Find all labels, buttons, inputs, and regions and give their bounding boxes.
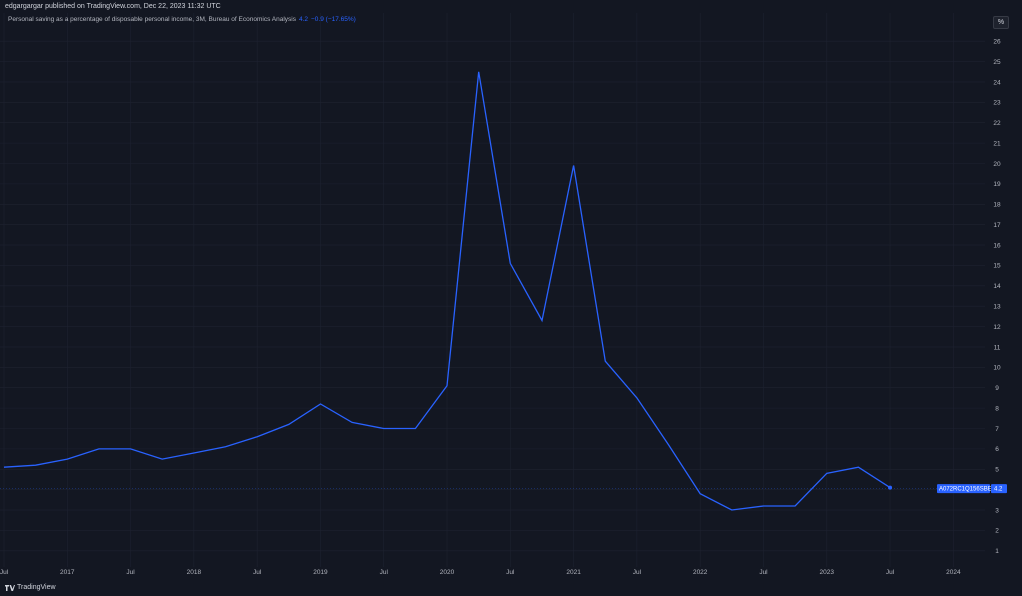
x-tick-label: Jul xyxy=(253,569,262,576)
legend-change: −0.9 (−17.65%) xyxy=(311,16,356,23)
grid xyxy=(0,13,985,567)
x-tick-label: Jul xyxy=(633,569,642,576)
y-tick-label: 12 xyxy=(993,324,1001,331)
y-tick-label: 17 xyxy=(993,222,1001,229)
x-tick-label: 2023 xyxy=(820,569,835,576)
last-point xyxy=(888,485,893,490)
x-tick-label: Jul xyxy=(506,569,515,576)
x-tick-label: 2024 xyxy=(946,569,961,576)
y-tick-label: 6 xyxy=(995,446,999,453)
y-tick-label: 15 xyxy=(993,263,1001,270)
percent-scale-button[interactable]: % xyxy=(993,16,1009,29)
footer: TradingView xyxy=(0,580,1022,596)
y-tick-label: 2 xyxy=(995,528,999,535)
y-tick-label: 10 xyxy=(993,365,1001,372)
y-tick-label: 9 xyxy=(995,385,999,392)
legend: Personal saving as a percentage of dispo… xyxy=(8,16,356,23)
x-tick-label: Jul xyxy=(759,569,768,576)
y-tick-label: 5 xyxy=(995,467,999,474)
x-tick-label: 2020 xyxy=(440,569,455,576)
y-tick-label: 14 xyxy=(993,283,1001,290)
y-tick-label: 11 xyxy=(994,344,1001,351)
series-label: A072RC1Q156SBEA xyxy=(939,487,996,493)
x-tick-label: Jul xyxy=(380,569,389,576)
x-tick-label: 2017 xyxy=(60,569,75,576)
series-line xyxy=(3,71,891,511)
y-tick-label: 26 xyxy=(993,38,1001,45)
x-tick-label: 2019 xyxy=(313,569,328,576)
legend-value: 4.2 xyxy=(298,16,309,23)
line-chart[interactable]: 1234567891011121314151617181920212223242… xyxy=(0,13,1022,578)
y-tick-label: 16 xyxy=(993,242,1001,249)
x-tick-label: Jul xyxy=(0,569,9,576)
y-tick-label: 3 xyxy=(995,507,999,514)
x-tick-label: 2021 xyxy=(566,569,581,576)
y-tick-label: 8 xyxy=(995,405,999,412)
x-tick-label: Jul xyxy=(886,569,895,576)
y-axis-ticks: 1234567891011121314151617181920212223242… xyxy=(993,38,1001,555)
y-tick-label: 7 xyxy=(995,426,999,433)
y-tick-label: 25 xyxy=(993,59,1001,66)
x-axis-ticks: Jul 2017 Jul 2018 Jul 2019 Jul 2020 Jul 2021 Jul 20… xyxy=(0,569,961,576)
x-tick-label: Jul xyxy=(126,569,135,576)
y-tick-label: 21 xyxy=(993,140,1001,147)
legend-title: Personal saving as a percentage of dispo… xyxy=(8,16,296,23)
y-tick-label: 22 xyxy=(993,120,1001,127)
y-tick-label: 20 xyxy=(993,161,1001,168)
y-tick-label: 13 xyxy=(993,303,1001,310)
y-tick-label: 19 xyxy=(993,181,1001,188)
tradingview-logo-icon xyxy=(5,585,15,591)
y-tick-label: 18 xyxy=(993,202,1001,209)
chart-area[interactable]: 1234567891011121314151617181920212223242… xyxy=(0,13,1022,578)
published-banner: edgargargar published on TradingView.com… xyxy=(0,0,1022,13)
y-tick-label: 1 xyxy=(995,548,999,555)
x-tick-label: 2018 xyxy=(187,569,202,576)
footer-brand: TradingView xyxy=(17,584,56,591)
last-value-label: 4.2 xyxy=(994,487,1003,493)
y-tick-label: 24 xyxy=(993,79,1001,86)
x-tick-label: 2022 xyxy=(693,569,708,576)
series-label-tag: A072RC1Q156SBEA 4.2 xyxy=(937,484,1007,494)
y-tick-label: 23 xyxy=(993,100,1001,107)
